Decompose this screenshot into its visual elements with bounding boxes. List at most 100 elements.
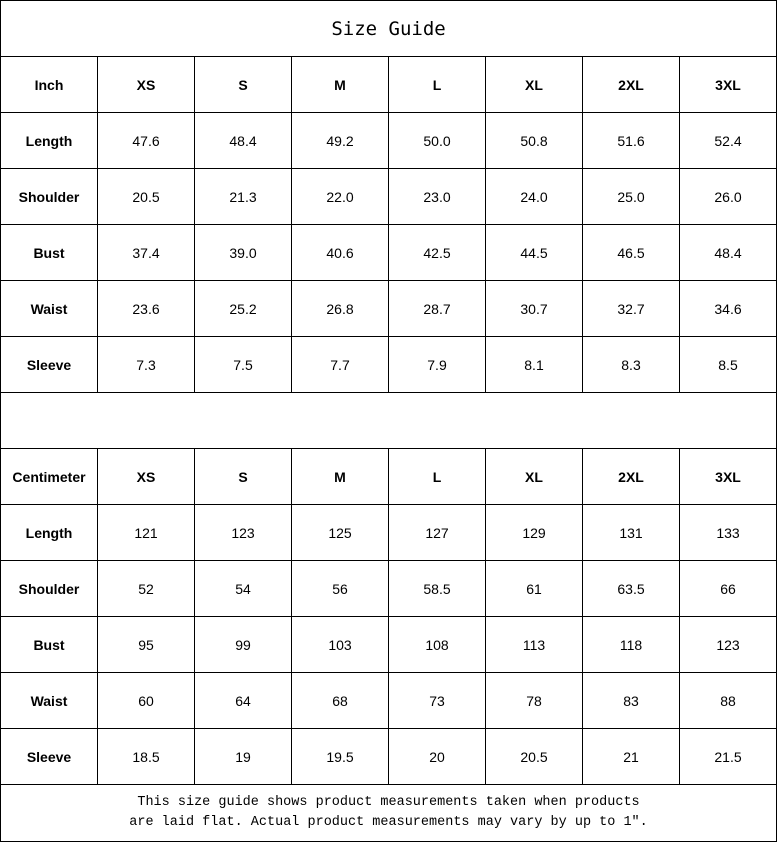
table-row: Waist 60 64 68 73 78 83 88 (0, 672, 778, 729)
measurement-value: 54 (194, 560, 292, 617)
measurement-value: 64 (194, 672, 292, 729)
measurement-value: 25.2 (194, 280, 292, 337)
measurement-value: 121 (97, 504, 195, 561)
measurement-value: 21.3 (194, 168, 292, 225)
measurement-label: Waist (0, 280, 98, 337)
measurement-value: 25.0 (582, 168, 680, 225)
measurement-value: 37.4 (97, 224, 195, 281)
measurement-label: Bust (0, 616, 98, 673)
measurement-value: 125 (291, 504, 389, 561)
note-row: This size guide shows product measuremen… (0, 784, 778, 842)
measurement-value: 88 (678, 672, 778, 729)
measurement-value: 21.5 (678, 728, 778, 785)
size-header: M (291, 448, 389, 505)
measurement-value: 52.4 (678, 112, 778, 169)
measurement-label: Shoulder (0, 168, 98, 225)
measurement-value: 22.0 (291, 168, 389, 225)
measurement-label: Length (0, 504, 98, 561)
measurement-value: 48.4 (194, 112, 292, 169)
disclaimer-note: This size guide shows product measuremen… (0, 784, 778, 842)
measurement-value: 18.5 (97, 728, 195, 785)
measurement-value: 78 (485, 672, 583, 729)
size-header: XS (97, 56, 195, 113)
measurement-value: 7.9 (388, 336, 486, 393)
measurement-value: 44.5 (485, 224, 583, 281)
size-header: S (194, 56, 292, 113)
measurement-label: Length (0, 112, 98, 169)
measurement-value: 40.6 (291, 224, 389, 281)
measurement-label: Sleeve (0, 728, 98, 785)
measurement-value: 68 (291, 672, 389, 729)
page-title: Size Guide (0, 0, 778, 57)
measurement-value: 113 (485, 616, 583, 673)
measurement-value: 30.7 (485, 280, 583, 337)
header-row: Centimeter XS S M L XL 2XL 3XL (0, 448, 778, 505)
measurement-value: 95 (97, 616, 195, 673)
measurement-value: 7.3 (97, 336, 195, 393)
table-row: Waist 23.6 25.2 26.8 28.7 30.7 32.7 34.6 (0, 280, 778, 337)
measurement-value: 56 (291, 560, 389, 617)
size-header: L (388, 448, 486, 505)
table-row: Sleeve 18.5 19 19.5 20 20.5 21 21.5 (0, 728, 778, 785)
size-header: 2XL (582, 448, 680, 505)
measurement-label: Bust (0, 224, 98, 281)
measurement-value: 7.7 (291, 336, 389, 393)
measurement-value: 39.0 (194, 224, 292, 281)
measurement-value: 19 (194, 728, 292, 785)
measurement-value: 48.4 (678, 224, 778, 281)
measurement-value: 8.1 (485, 336, 583, 393)
measurement-value: 60 (97, 672, 195, 729)
table-row: Shoulder 20.5 21.3 22.0 23.0 24.0 25.0 26.0 (0, 168, 778, 225)
size-header: XL (485, 448, 583, 505)
measurement-value: 73 (388, 672, 486, 729)
measurement-value: 8.5 (678, 336, 778, 393)
size-header: 3XL (678, 448, 778, 505)
measurement-value: 127 (388, 504, 486, 561)
measurement-value: 46.5 (582, 224, 680, 281)
note-line: This size guide shows product measuremen… (137, 795, 640, 810)
measurement-value: 50.8 (485, 112, 583, 169)
table-row: Bust 95 99 103 108 113 118 123 (0, 616, 778, 673)
measurement-value: 118 (582, 616, 680, 673)
measurement-value: 58.5 (388, 560, 486, 617)
table-row: Length 47.6 48.4 49.2 50.0 50.8 51.6 52.4 (0, 112, 778, 169)
measurement-value: 129 (485, 504, 583, 561)
measurement-value: 51.6 (582, 112, 680, 169)
table-row: Sleeve 7.3 7.5 7.7 7.9 8.1 8.3 8.5 (0, 336, 778, 393)
size-header: 3XL (678, 56, 778, 113)
measurement-value: 7.5 (194, 336, 292, 393)
header-row: Inch XS S M L XL 2XL 3XL (0, 56, 778, 113)
measurement-value: 21 (582, 728, 680, 785)
measurement-value: 20.5 (485, 728, 583, 785)
measurement-value: 20.5 (97, 168, 195, 225)
table-row: Length 121 123 125 127 129 131 133 (0, 504, 778, 561)
measurement-value: 123 (678, 616, 778, 673)
unit-header: Centimeter (0, 448, 98, 505)
measurement-value: 66 (678, 560, 778, 617)
measurement-value: 83 (582, 672, 680, 729)
measurement-value: 19.5 (291, 728, 389, 785)
table-row: Bust 37.4 39.0 40.6 42.5 44.5 46.5 48.4 (0, 224, 778, 281)
measurement-value: 103 (291, 616, 389, 673)
measurement-value: 26.0 (678, 168, 778, 225)
measurement-value: 26.8 (291, 280, 389, 337)
measurement-value: 42.5 (388, 224, 486, 281)
measurement-value: 123 (194, 504, 292, 561)
size-header: L (388, 56, 486, 113)
measurement-value: 28.7 (388, 280, 486, 337)
size-header: XL (485, 56, 583, 113)
measurement-label: Sleeve (0, 336, 98, 393)
measurement-value: 133 (678, 504, 778, 561)
size-header: XS (97, 448, 195, 505)
unit-header: Inch (0, 56, 98, 113)
measurement-value: 131 (582, 504, 680, 561)
measurement-value: 8.3 (582, 336, 680, 393)
measurement-label: Shoulder (0, 560, 98, 617)
measurement-value: 34.6 (678, 280, 778, 337)
title-row: Size Guide (0, 0, 778, 57)
measurement-value: 61 (485, 560, 583, 617)
measurement-value: 49.2 (291, 112, 389, 169)
measurement-value: 52 (97, 560, 195, 617)
spacer-cell (0, 392, 778, 449)
